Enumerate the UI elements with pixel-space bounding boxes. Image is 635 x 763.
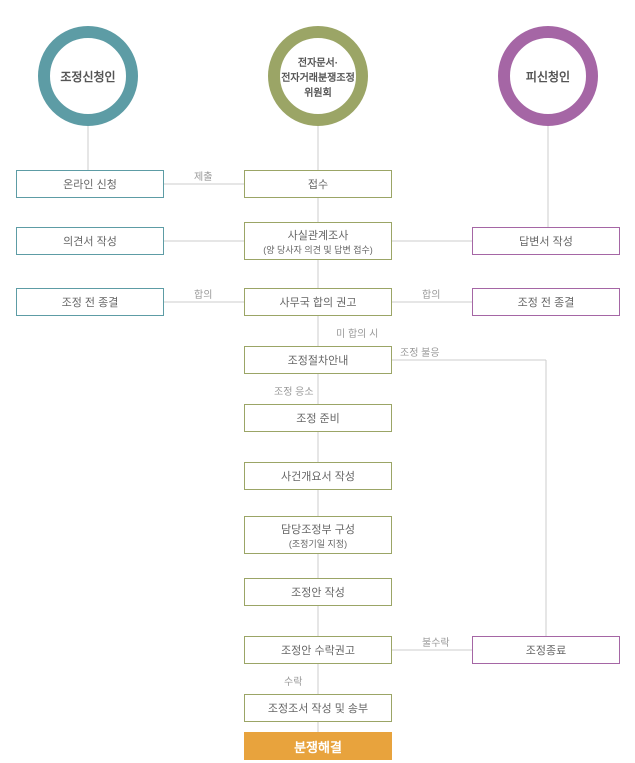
node-label: 온라인 신청 xyxy=(63,176,117,192)
final-label: 분쟁해결 xyxy=(294,737,342,756)
node-fact: 사실관계조사(양 당사자 의견 및 답변 접수) xyxy=(244,222,392,260)
header-label: 피신청인 xyxy=(526,68,570,85)
node-label: 조정 전 종결 xyxy=(62,294,119,310)
node-label: 의견서 작성 xyxy=(63,233,117,249)
node-label: 조정안 수락권고 xyxy=(281,642,355,658)
node-guide: 조정절차안내 xyxy=(244,346,392,374)
node-apply: 온라인 신청 xyxy=(16,170,164,198)
node-rclose: 조정 전 종결 xyxy=(472,288,620,316)
node-reco: 조정안 수락권고 xyxy=(244,636,392,664)
node-label: 조정 전 종결 xyxy=(518,294,575,310)
node-label: 조정조서 작성 및 송부 xyxy=(268,700,368,716)
node-label: 담당조정부 구성 xyxy=(281,521,355,537)
node-label: 답변서 작성 xyxy=(519,233,573,249)
edge-label: 조정 응소 xyxy=(272,383,316,398)
node-sublabel: (양 당사자 의견 및 답변 접수) xyxy=(263,243,373,256)
node-final: 분쟁해결 xyxy=(244,732,392,760)
header-circle-right: 피신청인 xyxy=(498,26,598,126)
node-label: 조정절차안내 xyxy=(288,352,349,368)
node-label: 사실관계조사 xyxy=(288,227,349,243)
header-circle-center: 전자문서·전자거래분쟁조정위원회 xyxy=(268,26,368,126)
node-draft: 조정안 작성 xyxy=(244,578,392,606)
node-sublabel: (조정기일 지정) xyxy=(289,537,347,550)
node-label: 조정 준비 xyxy=(296,410,340,426)
header-label: 조정신청인 xyxy=(60,68,115,85)
node-label: 사건개요서 작성 xyxy=(281,468,355,484)
node-opinion: 의견서 작성 xyxy=(16,227,164,255)
node-reply: 답변서 작성 xyxy=(472,227,620,255)
edge-label: 제출 xyxy=(192,168,214,183)
node-summary: 사건개요서 작성 xyxy=(244,462,392,490)
node-advise: 사무국 합의 권고 xyxy=(244,288,392,316)
node-write: 조정조서 작성 및 송부 xyxy=(244,694,392,722)
node-recv: 접수 xyxy=(244,170,392,198)
node-label: 조정안 작성 xyxy=(291,584,345,600)
edge-label: 불수락 xyxy=(420,634,452,649)
header-circle-left: 조정신청인 xyxy=(38,26,138,126)
node-label: 조정종료 xyxy=(526,642,566,658)
node-prep: 조정 준비 xyxy=(244,404,392,432)
node-end: 조정종료 xyxy=(472,636,620,664)
node-panel: 담당조정부 구성(조정기일 지정) xyxy=(244,516,392,554)
edge-label: 수락 xyxy=(282,673,304,688)
node-label: 사무국 합의 권고 xyxy=(280,294,357,310)
edge-label: 미 합의 시 xyxy=(334,325,380,340)
edge-label: 합의 xyxy=(420,286,442,301)
node-label: 접수 xyxy=(308,176,328,192)
edge-label: 조정 불응 xyxy=(398,344,442,359)
node-lclose: 조정 전 종결 xyxy=(16,288,164,316)
edge-label: 합의 xyxy=(192,286,214,301)
header-label: 전자문서·전자거래분쟁조정위원회 xyxy=(281,54,355,99)
